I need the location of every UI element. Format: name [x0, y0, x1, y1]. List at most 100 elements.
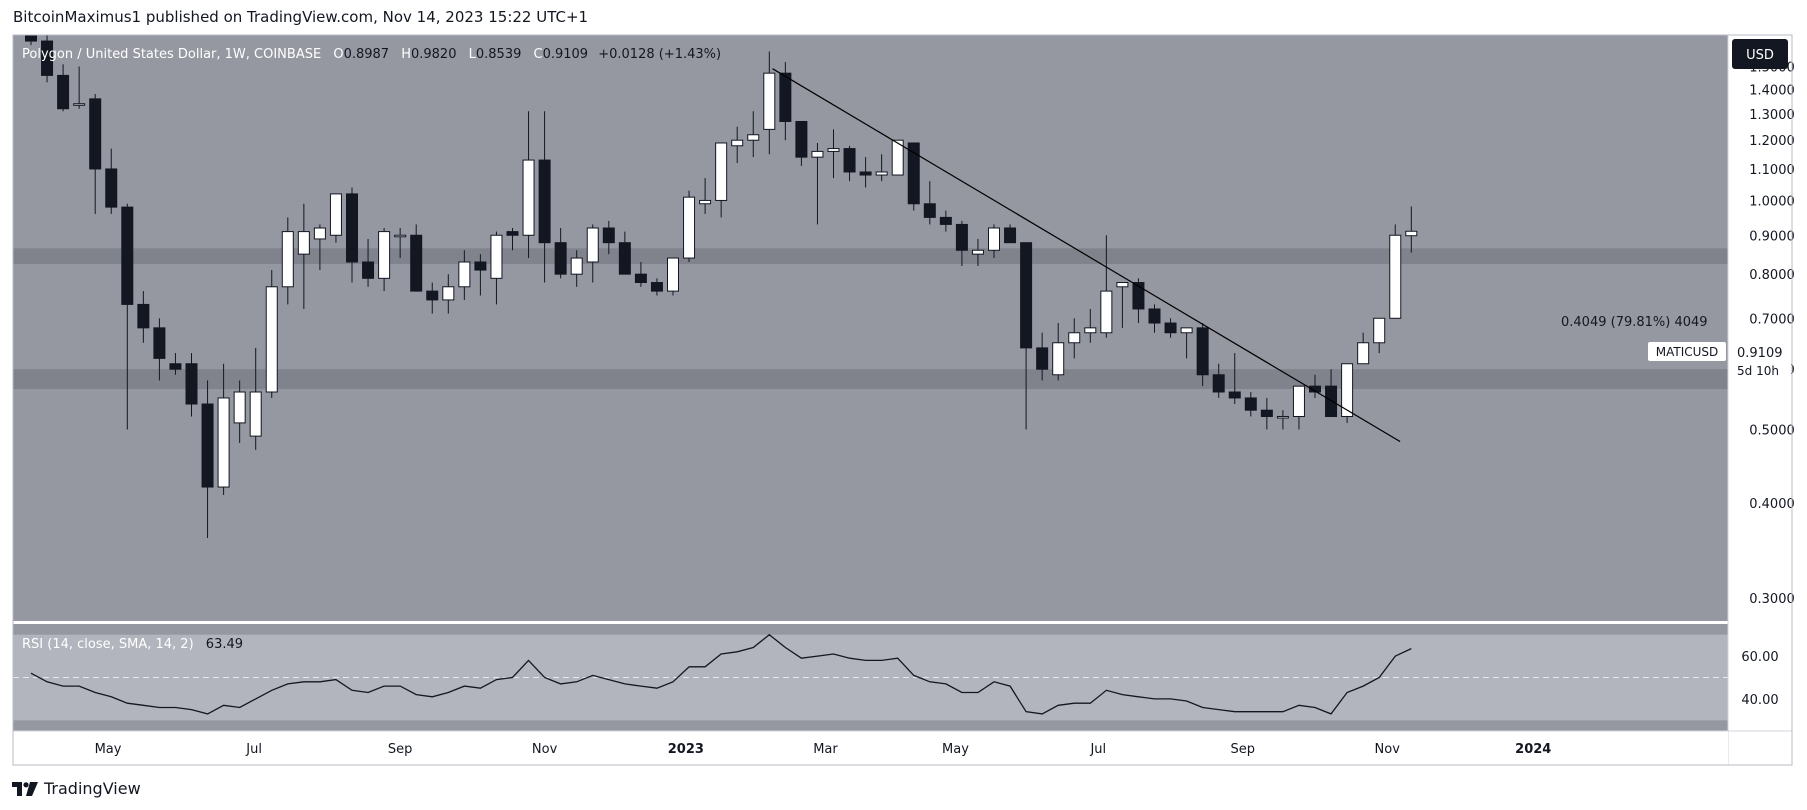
- candle-bull: [971, 249, 984, 255]
- price-tick-label: 1.4000: [1749, 83, 1795, 98]
- candle-bull: [73, 103, 86, 106]
- symbol-info: Polygon / United States Dollar, 1W, COIN…: [22, 47, 721, 62]
- candle-bull: [875, 171, 888, 176]
- price-tick-label: 0.7000: [1749, 312, 1795, 327]
- high-label: H: [401, 47, 411, 62]
- tradingview-logo-icon: [12, 781, 38, 796]
- candle-bull: [747, 134, 760, 141]
- measure-label: 0.4049 (79.81%) 4049: [1561, 315, 1708, 330]
- candle-bear: [859, 171, 872, 176]
- rsi-axis-labels: 60.00 40.00: [1741, 650, 1778, 708]
- price-pane[interactable]: [13, 35, 1728, 621]
- time-tick-label: 2023: [668, 742, 704, 757]
- candle-bull: [1373, 317, 1386, 344]
- candle-bear: [346, 193, 358, 263]
- candle-bull: [731, 139, 744, 147]
- candle-bear: [779, 72, 792, 122]
- rsi-line: [30, 633, 1412, 715]
- price-tick-label: 1.2000: [1749, 134, 1795, 149]
- price-tick-label: 0.3000: [1749, 592, 1795, 607]
- open-value: 0.8987: [344, 47, 390, 62]
- candle-bull: [297, 231, 310, 255]
- time-tick-label: May: [942, 742, 969, 757]
- candle-bear: [57, 74, 70, 110]
- price-tick-label: 1.1000: [1749, 163, 1795, 178]
- time-axis[interactable]: [13, 731, 1728, 765]
- low-label: L: [469, 47, 477, 62]
- price-tick-label: 1.3000: [1749, 108, 1795, 123]
- low-value: 0.8539: [476, 47, 522, 62]
- price-tick-label: 0.4000: [1749, 497, 1795, 512]
- candle-bear: [410, 234, 423, 292]
- candle-bear: [1004, 227, 1017, 244]
- candle-bull: [667, 257, 679, 292]
- candle-bear: [618, 242, 631, 275]
- support-zone: [13, 369, 1728, 390]
- candle-bull: [699, 199, 712, 205]
- price-tag-countdown: 5d 10h: [1737, 364, 1779, 378]
- price-scale[interactable]: [1728, 35, 1792, 731]
- candle-bull: [763, 72, 776, 130]
- rsi-tick-label: 60.00: [1741, 650, 1778, 665]
- candle-bear: [201, 403, 214, 488]
- symbol-name: Polygon / United States Dollar, 1W, COIN…: [22, 47, 321, 62]
- candle-bull: [281, 231, 294, 288]
- time-tick-label: 2024: [1515, 742, 1551, 757]
- candle-bear: [1132, 282, 1145, 310]
- high-value: 0.9820: [411, 47, 457, 62]
- candle-bear: [602, 227, 615, 244]
- candle-bear: [923, 203, 936, 218]
- candle-bull: [1341, 363, 1354, 417]
- time-tick-label: Sep: [388, 742, 413, 757]
- candle-bull: [1084, 327, 1097, 334]
- candle-bear: [185, 363, 198, 405]
- candle-bear: [362, 261, 375, 279]
- candle-bear: [1164, 322, 1177, 334]
- time-tick-label: Jul: [1089, 742, 1106, 757]
- candle-bear: [153, 327, 166, 359]
- open-label: O: [333, 47, 343, 62]
- candle-bull: [1405, 230, 1418, 237]
- close-value: 0.9109: [543, 47, 589, 62]
- price-tick-label: 0.8000: [1749, 268, 1795, 283]
- candle-bear: [137, 303, 150, 329]
- candle-bull: [442, 286, 455, 301]
- candle-bull: [394, 234, 407, 238]
- candle-bull: [1180, 327, 1193, 334]
- candle-bull: [1276, 415, 1289, 419]
- tradingview-brand[interactable]: TradingView: [12, 779, 141, 798]
- candle-bull: [1100, 290, 1113, 334]
- trendline[interactable]: [772, 68, 1401, 443]
- candle-bear: [1020, 242, 1033, 349]
- price-tag-price: 0.9109: [1737, 346, 1783, 361]
- candle-bear: [1260, 409, 1273, 417]
- candle-bull: [586, 227, 599, 263]
- candle-bear: [169, 363, 182, 370]
- time-tick-label: Nov: [532, 742, 558, 757]
- price-tick-label: 0.5000: [1749, 423, 1795, 438]
- publish-info: BitcoinMaximus1 published on TradingView…: [13, 8, 589, 26]
- candle-bear: [554, 242, 567, 275]
- change-value: +0.0128 (+1.43%): [598, 47, 721, 62]
- candle-bear: [1309, 385, 1321, 393]
- time-tick-label: May: [95, 742, 122, 757]
- candle-bear: [843, 148, 856, 173]
- candlesticks: [25, 35, 1418, 538]
- candle-bear: [105, 168, 118, 208]
- candle-bear: [89, 98, 102, 170]
- candle-bull: [522, 159, 535, 236]
- candle-bull: [265, 286, 278, 393]
- price-tag: MATICUSD 0.9109 5d 10h: [1648, 342, 1791, 380]
- candle-bear: [538, 159, 551, 244]
- time-tick-label: Mar: [813, 742, 838, 757]
- close-label: C: [534, 47, 543, 62]
- currency-button[interactable]: USD: [1732, 39, 1788, 69]
- price-tick-label: 1.0000: [1749, 194, 1795, 209]
- candle-bear: [474, 261, 487, 271]
- candle-bull: [1116, 282, 1129, 288]
- candle-bull: [988, 227, 1000, 251]
- candle-bull: [249, 391, 262, 437]
- rsi-value: 63.49: [206, 637, 243, 652]
- candle-bear: [939, 216, 952, 225]
